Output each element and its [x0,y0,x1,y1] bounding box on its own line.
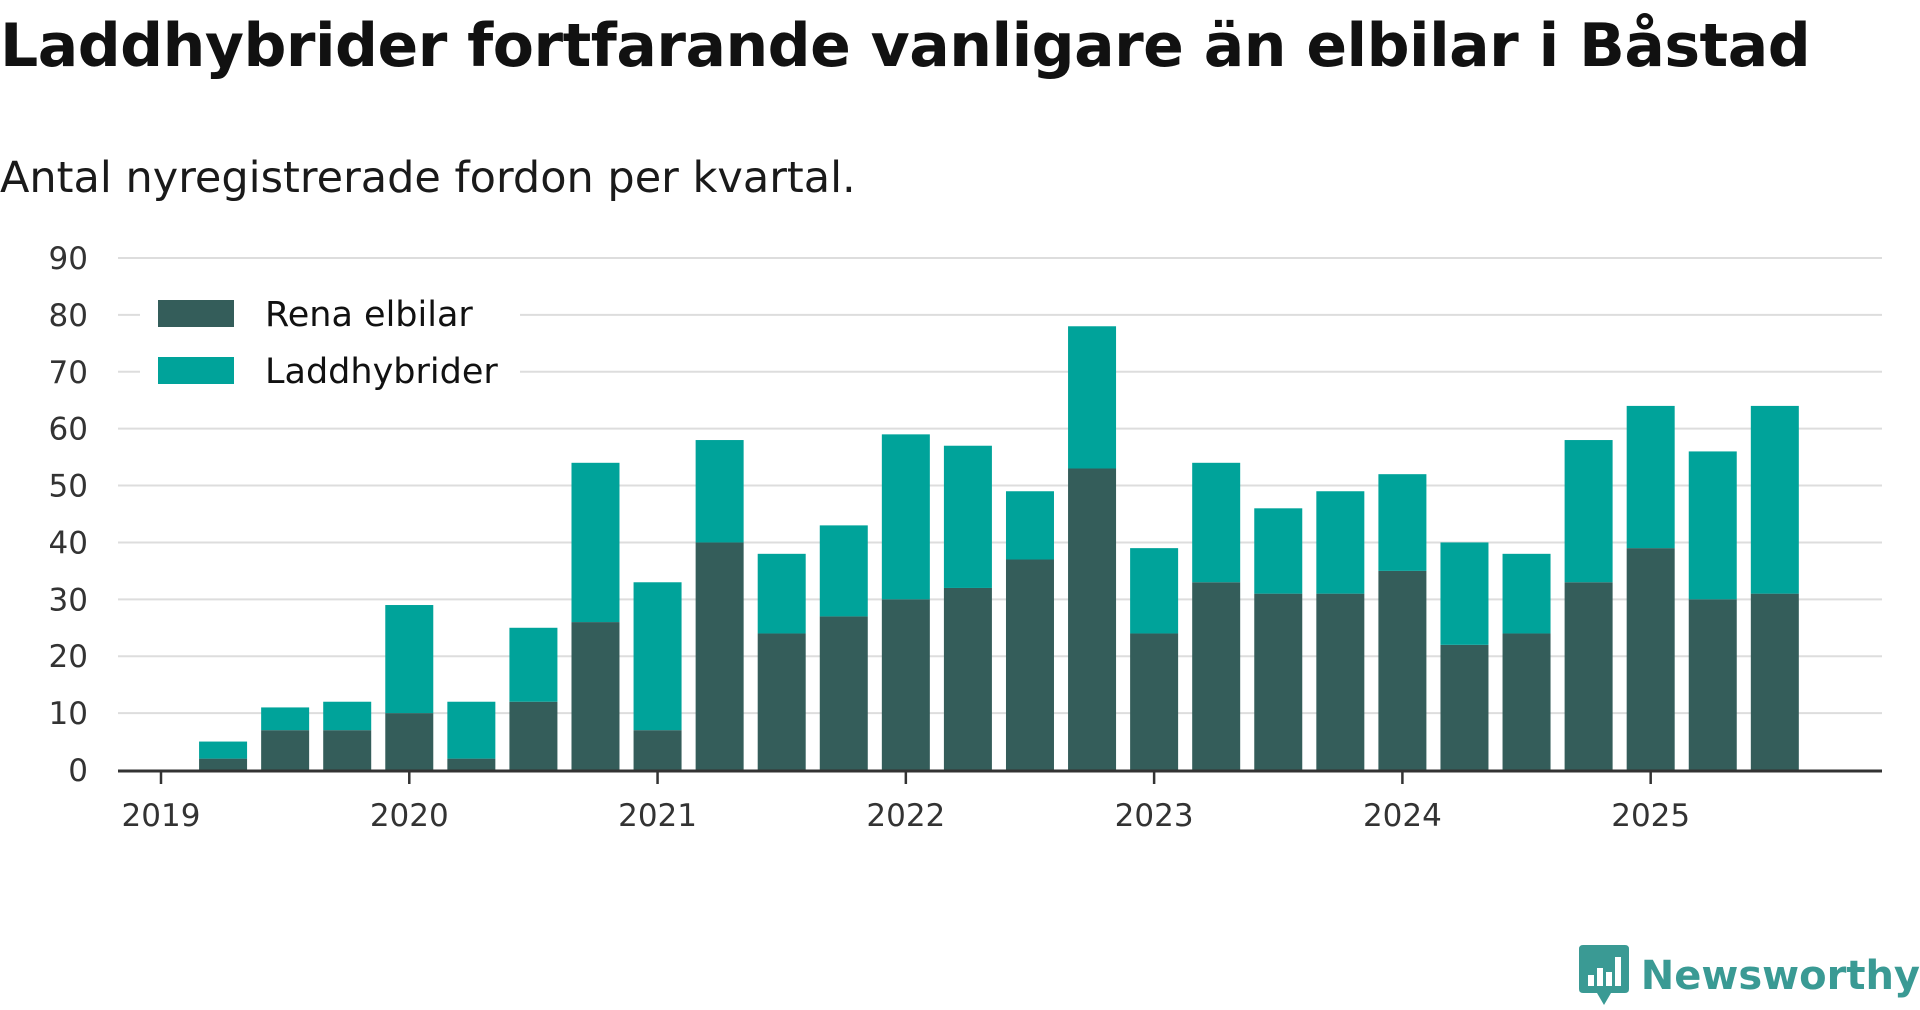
bar-rena-elbilar [1316,593,1365,770]
bar-laddhybrider [1440,542,1489,645]
bar-rena-elbilar [1688,599,1737,770]
x-tick-label: 2021 [618,798,697,834]
bar-rena-elbilar [261,730,310,770]
y-tick-label: 0 [68,753,88,789]
x-axis-ticks: 2019 2020 2021 2022 2023 2024 2025 [122,772,1690,834]
bar-rena-elbilar [1068,468,1117,770]
bar-rena-elbilar [1750,593,1799,770]
bar-laddhybrider [323,701,372,731]
y-tick-label: 20 [49,639,88,675]
bar-rena-elbilar [1502,633,1551,770]
bar-laddhybrider [199,741,248,759]
legend-label-rena-elbilar: Rena elbilar [265,295,473,335]
legend-label-laddhybrider: Laddhybrider [265,352,498,392]
bar-rena-elbilar [1005,559,1054,770]
bar-laddhybrider [633,582,682,731]
bar-rena-elbilar [1378,570,1427,770]
x-tick-label: 2019 [122,798,201,834]
bar-rena-elbilar [633,730,682,770]
chart-subtitle: Antal nyregistrerade fordon per kvartal. [0,153,856,203]
bar-laddhybrider [695,440,744,543]
bars [199,326,1799,770]
bar-rena-elbilar [199,758,248,770]
bar-rena-elbilar [1440,644,1489,770]
bar-rena-elbilar [881,599,930,770]
y-tick-label: 10 [49,696,88,732]
bar-laddhybrider [1750,405,1799,594]
bar-laddhybrider [1068,326,1117,469]
newsworthy-logo: Newsworthy [1578,944,1920,1008]
x-tick-label: 2024 [1363,798,1442,834]
legend-swatch-laddhybrider [158,357,234,384]
y-tick-label: 50 [49,469,88,505]
y-tick-label: 40 [49,525,88,561]
x-tick-label: 2022 [866,798,945,834]
bar-laddhybrider [1688,451,1737,600]
bar-laddhybrider [943,445,992,588]
y-tick-label: 70 [49,355,88,391]
bar-chart-speech-bubble-icon [1578,945,1629,1005]
bar-laddhybrider [1502,553,1551,634]
bar-rena-elbilar [1192,582,1241,770]
bar-laddhybrider [1316,491,1365,594]
x-tick-label: 2023 [1115,798,1194,834]
bar-rena-elbilar [571,622,620,770]
x-tick-label: 2025 [1611,798,1690,834]
legend-swatch-rena-elbilar [158,300,234,327]
bar-rena-elbilar [385,713,434,770]
newsworthy-logo-text: Newsworthy [1640,953,1920,999]
bar-rena-elbilar [509,701,558,770]
y-axis-ticks: 0 10 20 30 40 50 60 70 80 90 [49,241,88,789]
bar-laddhybrider [1378,474,1427,571]
bar-laddhybrider [509,627,558,702]
bar-rena-elbilar [323,730,372,770]
bar-laddhybrider [1192,462,1241,583]
y-tick-label: 80 [49,298,88,334]
bar-rena-elbilar [757,633,806,770]
y-tick-label: 60 [49,412,88,448]
bar-rena-elbilar [1130,633,1179,770]
bar-laddhybrider [819,525,868,617]
stacked-bar-chart: 0 10 20 30 40 50 60 70 80 90 2019 2020 2021 2022 2023… [49,241,1882,834]
bar-rena-elbilar [695,542,744,770]
chart-title: Laddhybrider fortfarande vanligare än el… [0,11,1811,81]
bar-rena-elbilar [1254,593,1303,770]
bar-laddhybrider [1626,405,1675,549]
bar-laddhybrider [1130,548,1179,634]
bar-laddhybrider [757,553,806,634]
bar-rena-elbilar [819,616,868,770]
x-tick-label: 2020 [370,798,449,834]
bar-laddhybrider [1005,491,1054,560]
bar-laddhybrider [571,462,620,623]
legend: Rena elbilar Laddhybrider [140,290,520,402]
bar-rena-elbilar [1564,582,1613,770]
bar-laddhybrider [1254,508,1303,594]
bar-laddhybrider [447,701,496,759]
bar-rena-elbilar [943,587,992,770]
y-tick-label: 90 [49,241,88,277]
bar-laddhybrider [385,605,434,714]
bar-laddhybrider [1564,440,1613,583]
bar-rena-elbilar [447,758,496,770]
y-tick-label: 30 [49,582,88,618]
bar-laddhybrider [261,707,310,731]
bar-laddhybrider [881,434,930,600]
bar-rena-elbilar [1626,548,1675,770]
